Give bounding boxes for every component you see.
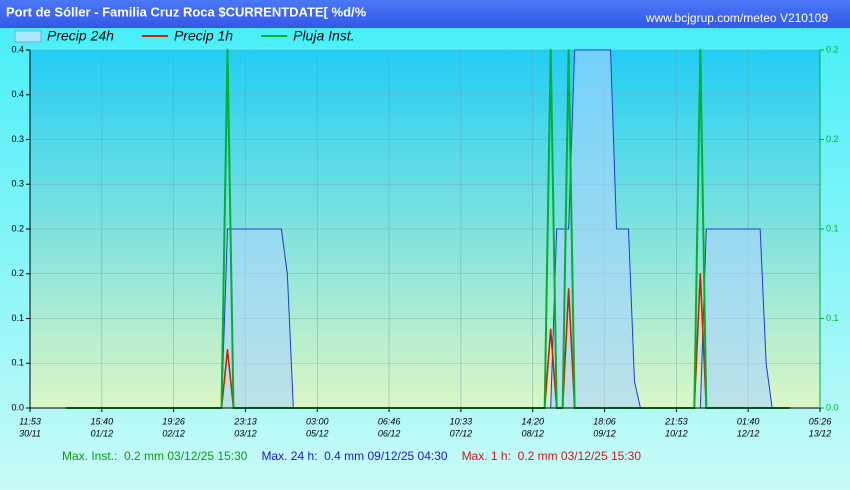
legend-label: Pluja Inst. <box>293 28 354 44</box>
x-tick-label: 14:20 <box>521 416 544 426</box>
title-bar <box>0 0 850 28</box>
x-tick-label: 13/12 <box>809 428 832 438</box>
legend-swatch <box>14 30 42 43</box>
y-tick-label: 0.4 <box>11 89 24 99</box>
x-tick-label: 18:06 <box>593 416 616 426</box>
y2-tick-label: 0.0 <box>826 402 839 412</box>
x-tick-label: 11:53 <box>19 416 41 426</box>
legend-label: Precip 1h <box>174 28 233 44</box>
y2-tick-label: 0.2 <box>826 134 839 144</box>
x-tick-label: 30/11 <box>19 428 41 438</box>
y-tick-label: 0.3 <box>11 134 24 144</box>
x-tick-label: 05/12 <box>306 428 329 438</box>
x-tick-label: 03:00 <box>306 416 329 426</box>
annotation: Max. 24 h: 0.4 mm 09/12/25 04:30 <box>261 449 447 463</box>
x-tick-label: 02/12 <box>162 428 185 438</box>
y2-tick-label: 0.2 <box>826 44 839 54</box>
y-tick-label: 0.3 <box>11 179 24 189</box>
x-tick-label: 15:40 <box>91 416 114 426</box>
x-tick-label: 19:26 <box>162 416 185 426</box>
chart-subtitle: www.bcjgrup.com/meteo V210109 <box>645 11 828 25</box>
x-tick-label: 23:13 <box>233 416 257 426</box>
chart-title: Port de Sóller - Familia Cruz Roca $CURR… <box>6 4 367 19</box>
annotation: Max. Inst.: 0.2 mm 03/12/25 15:30 <box>62 449 248 463</box>
area <box>65 50 791 408</box>
x-tick-label: 01:40 <box>737 416 760 426</box>
x-tick-label: 06/12 <box>378 428 401 438</box>
annotation: Max. 1 h: 0.2 mm 03/12/25 15:30 <box>462 449 642 463</box>
y2-tick-label: 0.1 <box>826 313 839 323</box>
legend-label: Precip 24h <box>47 28 114 44</box>
y-tick-label: 0.2 <box>11 268 24 278</box>
y-tick-label: 0.4 <box>11 44 24 54</box>
x-tick-label: 09/12 <box>593 428 616 438</box>
x-tick-label: 07/12 <box>450 428 473 438</box>
x-tick-label: 01/12 <box>91 428 114 438</box>
y-tick-label: 0.1 <box>11 358 24 368</box>
x-tick-label: 05:26 <box>809 416 832 426</box>
x-tick-label: 10/12 <box>665 428 688 438</box>
x-tick-label: 12/12 <box>737 428 760 438</box>
x-tick-label: 08/12 <box>521 428 544 438</box>
y-tick-label: 0.2 <box>11 223 24 233</box>
x-tick-label: 21:53 <box>664 416 688 426</box>
y-tick-label: 0.0 <box>11 402 24 412</box>
x-tick-label: 10:33 <box>450 416 473 426</box>
y-tick-label: 0.1 <box>11 313 24 323</box>
x-tick-label: 03/12 <box>234 428 257 438</box>
y2-tick-label: 0.1 <box>826 223 839 233</box>
x-tick-label: 06:46 <box>378 416 401 426</box>
